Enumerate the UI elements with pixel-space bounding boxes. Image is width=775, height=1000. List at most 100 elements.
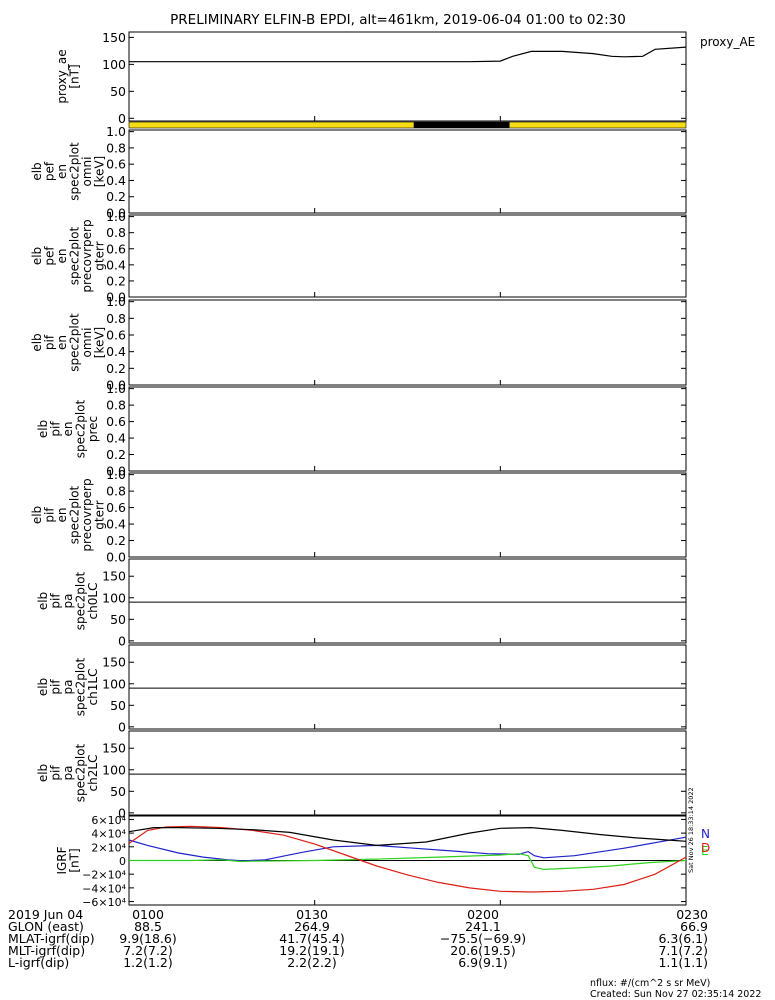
state-bar-frame [128, 121, 687, 129]
y-axis-label-line: pif [49, 765, 63, 781]
panel-frame [128, 472, 687, 558]
orbit-table-cell: 9.9(18.6) [119, 931, 176, 946]
igrf-E-line [129, 853, 687, 871]
y-tick-label: −2×10⁴ [82, 869, 126, 882]
y-axis-label-line: elb [30, 162, 44, 180]
y-tick-label: −4×10⁴ [82, 882, 126, 895]
panel-6: 150 100 50 0 elbpifpaspec2plotch0LC [36, 558, 687, 648]
y-tick-label: 1.0 [106, 467, 126, 482]
y-tick-label: 50 [110, 612, 126, 627]
y-tick-label: 0.2 [106, 447, 126, 462]
orbit-table-cell: 241.1 [465, 919, 501, 934]
y-tick-label: 0.4 [106, 517, 126, 532]
panel-2: 1.00.80.60.40.20.0elbpefenspec2plotpreco… [30, 209, 687, 305]
y-tick-label: 0.4 [106, 344, 126, 359]
orbit-table-cell: L-igrf(dip) [8, 955, 69, 970]
y-axis-label-line: IGRF [55, 846, 69, 874]
y-axis-label-line: spec2plot [67, 313, 81, 372]
orbit-table-cell: 41.7(45.4) [279, 931, 344, 946]
y-axis-label: elbpifenspec2plotprecovrperpgterr [30, 478, 107, 551]
panel-frame [128, 214, 687, 298]
y-axis-label-line: ch0LC [86, 583, 100, 620]
y-tick-label: 0.8 [106, 225, 126, 240]
orbit-table-cell: 0130 [296, 907, 328, 922]
footer-nflux: nflux: #/(cm^2 s sr MeV) [590, 978, 710, 989]
y-axis-label-line: pa [61, 594, 75, 609]
y-tick-label: 100 [102, 762, 126, 777]
y-tick-label: 150 [102, 741, 126, 756]
y-tick-label: 100 [102, 57, 126, 72]
y-tick-label: 2×10⁴ [91, 841, 126, 854]
y-axis-label-line: proxy_ae [55, 49, 69, 103]
igrf-component-labels: NED [701, 827, 710, 858]
state-bar-black [413, 122, 510, 128]
y-tick-label: 150 [102, 30, 126, 45]
y-axis-label-line: [keV] [92, 327, 106, 358]
orbit-table-cell: MLT-igrf(dip) [8, 943, 85, 958]
igrf-D-line [128, 825, 687, 893]
y-tick-label: 0 [119, 855, 126, 868]
y-axis-label-line: pa [61, 680, 75, 695]
footer-created: Created: Sun Nov 27 02:35:14 2022 [590, 989, 761, 1000]
y-tick-label: 0.0 [106, 290, 126, 305]
igrf-label-E: E [701, 844, 709, 858]
orbit-table-cell: 7.2(7.2) [123, 943, 173, 958]
y-tick-label: 0.0 [106, 550, 126, 565]
orbit-table-cell: 1.2(1.2) [123, 955, 173, 970]
y-tick-label: 1.0 [106, 209, 126, 224]
state-bar-yellow [509, 122, 686, 128]
orbit-table-cell: 1.1(1.1) [658, 955, 708, 970]
y-tick-label: 0.4 [106, 173, 126, 188]
igrf-label-D: D [701, 841, 710, 855]
y-axis-label-line: elb [30, 506, 44, 524]
proxy-ae-legend: proxy_AE [700, 35, 755, 49]
state-bar-yellow [129, 122, 414, 128]
y-tick-label: 0.0 [106, 464, 126, 479]
proxy-ae-line [129, 46, 687, 63]
plot-title: PRELIMINARY ELFIN-B EPDI, alt=461km, 201… [170, 12, 626, 28]
orbit-table-cell: GLON (east) [8, 919, 84, 934]
igrf-N-line [128, 836, 687, 862]
y-tick-label: 0 [118, 805, 126, 820]
y-axis-label: proxy_ae[nT] [55, 49, 82, 103]
orbit-table-cell: 6.9(9.1) [458, 955, 508, 970]
panel-8: 150 100 50 0 elbpifpaspec2plotch2LC [36, 730, 687, 820]
y-axis-label-line: [keV] [92, 156, 106, 187]
orbit-table-cell: 7.1(7.2) [658, 943, 708, 958]
y-axis-label-line: pif [42, 334, 56, 350]
y-axis-label-line: en [55, 508, 69, 523]
y-axis-label-line: [nT] [67, 848, 81, 872]
y-axis-label-line: pef [42, 246, 56, 266]
y-axis-label-line: omni [80, 157, 94, 187]
orbit-table-cell: 6.3(6.1) [658, 931, 708, 946]
y-axis-label-line: [nT] [67, 64, 81, 88]
y-tick-label: 100 [102, 590, 126, 605]
y-tick-label: 0.8 [106, 311, 126, 326]
y-tick-label: 1.0 [106, 381, 126, 396]
y-tick-label: 0.2 [106, 189, 126, 204]
y-axis-label-line: ch2LC [86, 755, 100, 792]
y-tick-label: 50 [110, 784, 126, 799]
y-tick-label: 0.6 [106, 241, 126, 256]
y-axis-label-line: pef [42, 161, 56, 181]
panel-4: 1.0 0.80.6 0.40.2 0.0 elbpifenspec2plotprec [36, 381, 687, 479]
y-axis-label-line: spec2plot [74, 743, 88, 802]
y-axis-label-line: pif [42, 507, 56, 523]
panel-0: 150 100 50 0 proxy_ae[nT] [55, 30, 687, 126]
orbit-table-cell: −75.5(−69.9) [440, 931, 526, 946]
y-axis-label-line: prec [86, 416, 100, 442]
panel-frame [128, 299, 687, 386]
y-tick-label: 50 [110, 698, 126, 713]
orbit-table-cell: 66.9 [680, 919, 708, 934]
y-tick-label: 0.6 [106, 157, 126, 172]
panel-frame [128, 386, 687, 472]
y-tick-label: 0 [118, 719, 126, 734]
y-axis-label-line: spec2plot [74, 399, 88, 458]
orbit-table-cell: 19.2(19.1) [279, 943, 344, 958]
orbit-table-cell: 0100 [132, 907, 164, 922]
panel-frame [128, 644, 687, 730]
y-tick-label: 0.8 [106, 140, 126, 155]
y-axis-label: elbpifenspec2plotprec [36, 399, 100, 458]
y-axis-label-line: spec2plot [67, 485, 81, 544]
panel-stack: 150100500proxy_ae[nT]1.00.80.60.40.20.0e… [30, 30, 687, 909]
